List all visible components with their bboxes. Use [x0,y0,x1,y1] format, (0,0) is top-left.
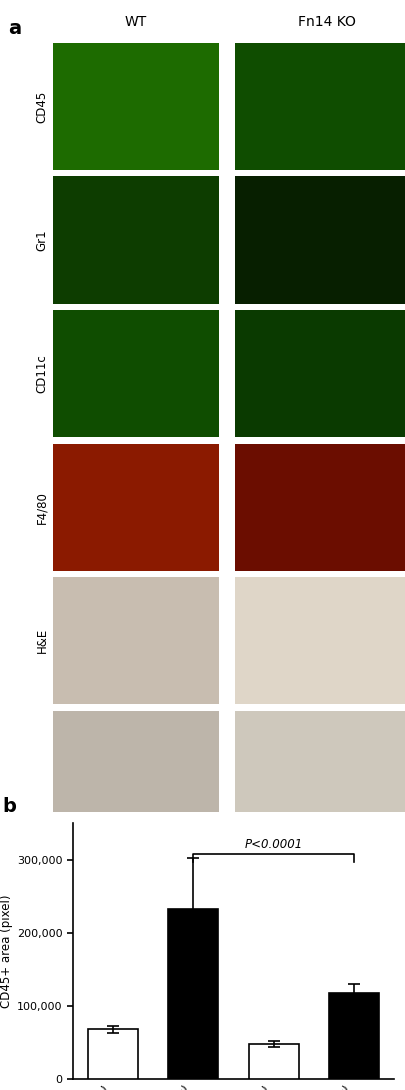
Text: P<0.0001: P<0.0001 [244,838,302,851]
Text: a: a [8,19,21,38]
Bar [235,310,405,437]
Text: CD11c: CD11c [36,354,49,392]
Bar [235,444,405,571]
Bar [87,1029,137,1079]
Text: F4/80: F4/80 [36,490,49,523]
Bar [168,909,217,1079]
Bar [53,310,219,437]
Text: CD45: CD45 [36,90,49,123]
Bar [53,444,219,571]
Bar [248,1044,298,1079]
Bar [235,711,405,838]
Y-axis label: CD45+ area (pixel): CD45+ area (pixel) [0,894,13,1008]
Bar [53,577,219,704]
Bar [53,711,219,838]
Text: H&E: H&E [36,628,49,653]
Bar [328,993,378,1079]
Bar [53,177,219,304]
Bar [235,177,405,304]
Bar [53,43,219,170]
Text: b: b [2,798,16,816]
Text: Gr1: Gr1 [36,229,49,251]
Text: WT: WT [125,15,147,29]
Text: Fn14 KO: Fn14 KO [297,15,355,29]
Bar [235,577,405,704]
Bar [235,43,405,170]
